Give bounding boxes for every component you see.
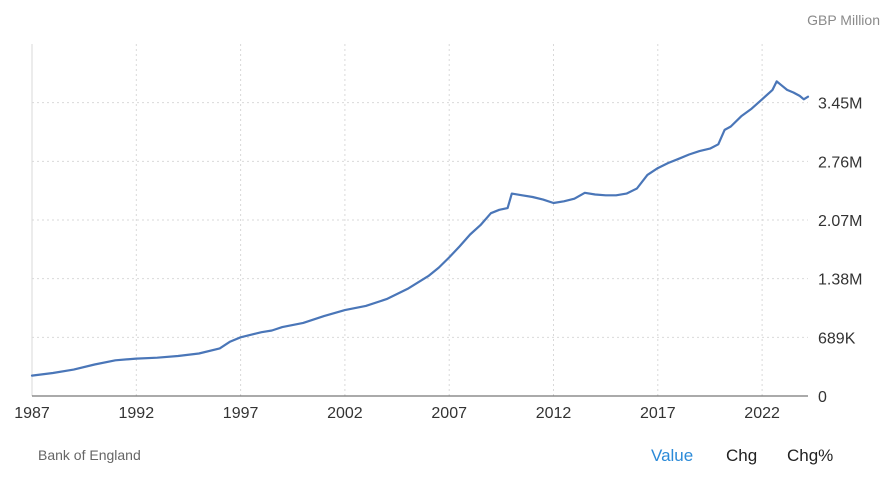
series-line-0 [30, 80, 810, 377]
tab-value[interactable]: Value [651, 446, 694, 465]
x-tick-label: 2017 [640, 405, 676, 422]
y-axis: 0 689K 1.38M 2.07M 2.76M 3.45M [818, 96, 862, 406]
x-tick-label: 1992 [119, 405, 155, 422]
tab-chg-percent[interactable]: Chg% [787, 446, 834, 465]
unit-label: GBP Million [807, 12, 880, 28]
x-tick-label: 2007 [431, 405, 467, 422]
y-tick-label: 689K [818, 330, 856, 347]
y-tick-label: 3.45M [818, 96, 862, 113]
tab-chg[interactable]: Chg [726, 446, 758, 465]
x-tick-label: 2022 [744, 405, 780, 422]
x-tick-label: 1997 [223, 405, 259, 422]
x-tick-label: 2002 [327, 405, 363, 422]
y-tick-label: 2.76M [818, 154, 862, 171]
source-label: Bank of England [38, 447, 141, 463]
y-tick-label: 2.07M [818, 213, 862, 230]
series-group [30, 80, 810, 377]
x-axis: 1987 1992 1997 2002 2007 2012 2017 2022 [14, 395, 808, 422]
y-tick-label: 0 [818, 389, 827, 406]
grid-lines [31, 44, 808, 396]
line-chart: 1987 1992 1997 2002 2007 2012 2017 2022 0 689K 1.… [14, 44, 862, 422]
x-tick-label: 2012 [536, 405, 572, 422]
y-tick-label: 1.38M [818, 272, 862, 289]
x-tick-label: 1987 [14, 405, 50, 422]
view-tabs: Value Chg Chg% [0, 446, 886, 470]
